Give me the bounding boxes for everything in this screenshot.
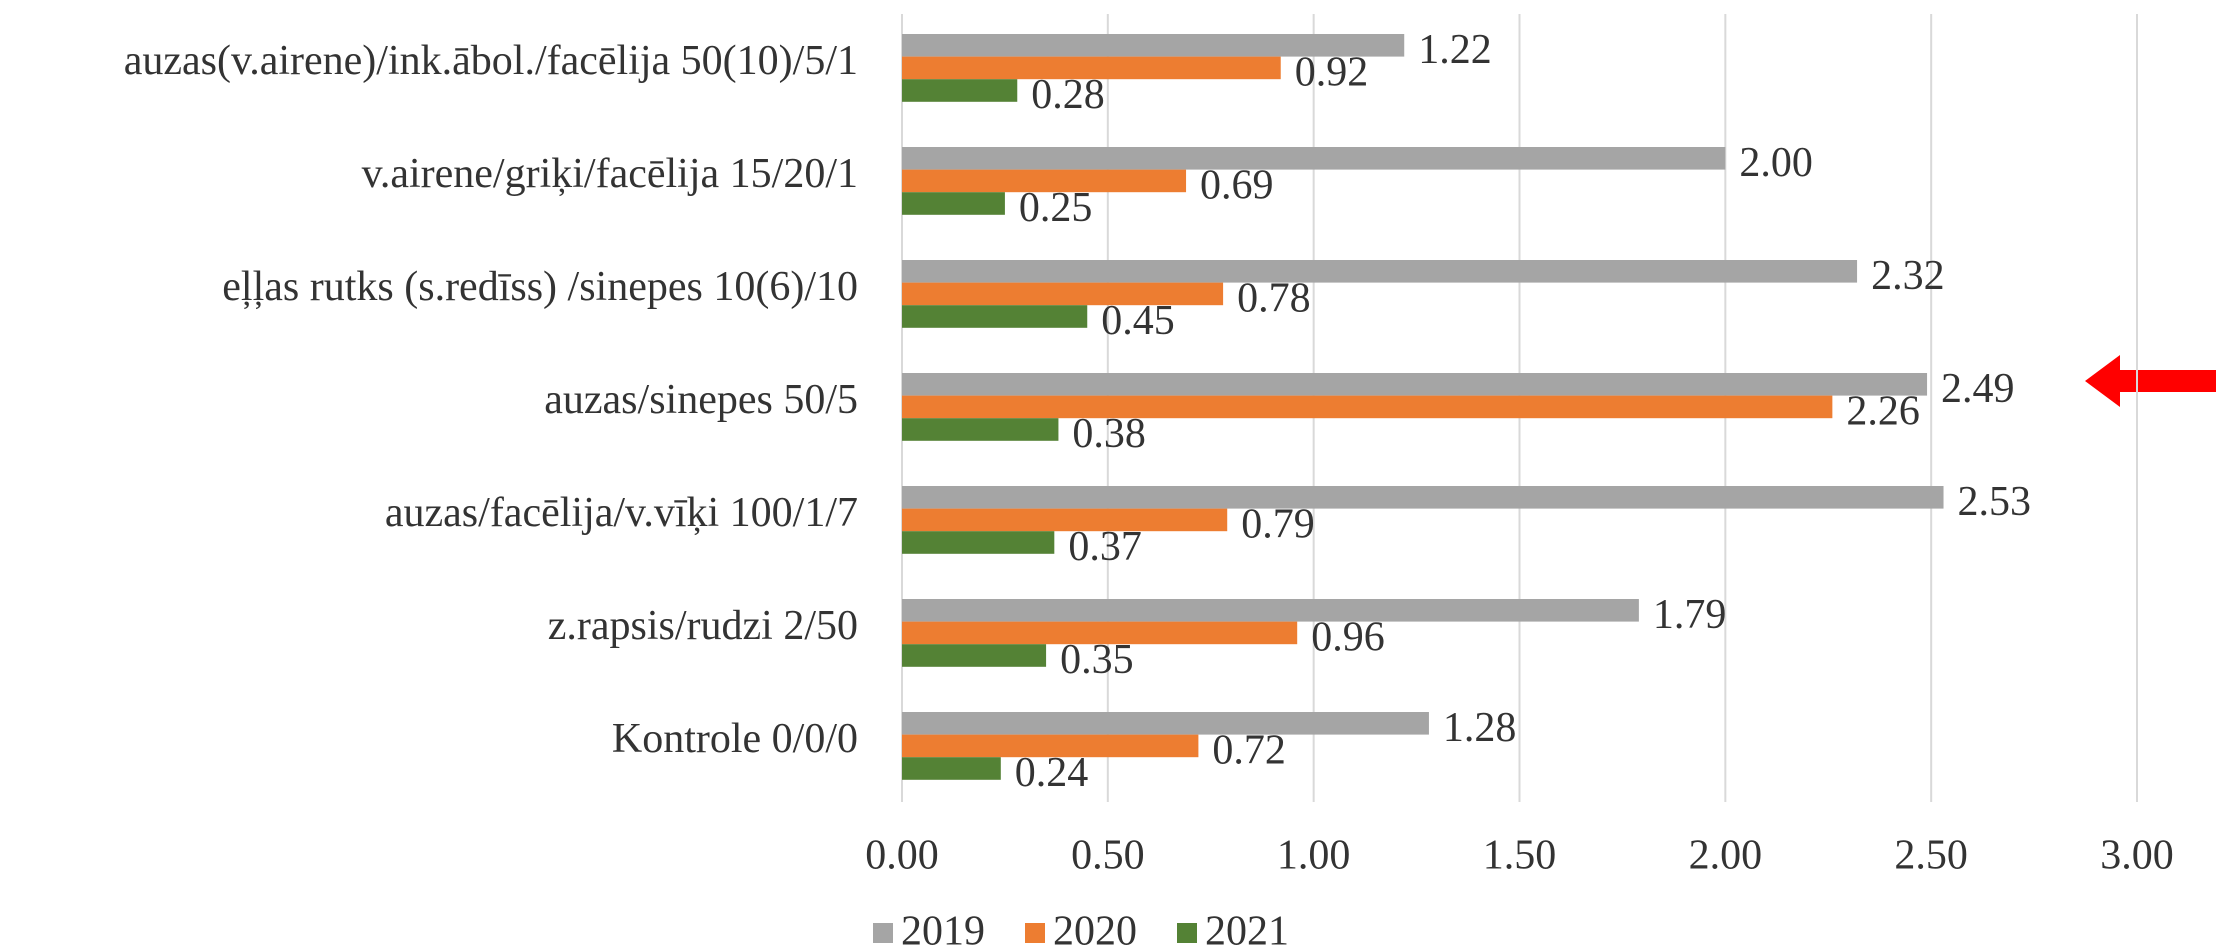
data-label: 0.28 — [1031, 72, 1105, 118]
y-tick-label: auzas/facēlija/v.vīķi 100/1/7 — [385, 490, 858, 536]
y-tick-label: auzas/sinepes 50/5 — [544, 377, 858, 423]
y-tick-label: auzas(v.airene)/ink.ābol./facēlija 50(10… — [124, 38, 858, 84]
x-tick-label: 0.50 — [1071, 833, 1145, 879]
bar — [902, 56, 1281, 80]
data-label: 1.22 — [1418, 27, 1492, 73]
bar — [902, 486, 1944, 509]
data-label: 0.38 — [1072, 411, 1146, 457]
bar — [902, 508, 1228, 532]
y-tick-label: eļļas rutks (s.redīss) /sinepes 10(6)/10 — [222, 264, 858, 310]
bar — [902, 395, 1833, 419]
legend-label: 2019 — [901, 909, 985, 952]
bar — [902, 531, 1055, 554]
data-label: 0.78 — [1237, 276, 1311, 322]
data-label: 0.92 — [1295, 50, 1369, 96]
bar — [902, 34, 1405, 57]
data-label: 2.49 — [1941, 366, 2015, 412]
bar — [902, 282, 1224, 306]
bar — [902, 373, 1928, 396]
legend-swatch — [1177, 923, 1197, 943]
data-label: 0.25 — [1019, 185, 1093, 231]
data-label: 2.00 — [1739, 140, 1813, 186]
data-label: 0.96 — [1311, 615, 1385, 661]
bar — [902, 305, 1088, 328]
data-label: 2.32 — [1871, 253, 1945, 299]
x-tick-label: 1.50 — [1483, 833, 1557, 879]
y-tick-label: Kontrole 0/0/0 — [612, 716, 858, 762]
data-label: 0.69 — [1200, 163, 1274, 209]
bar — [902, 599, 1639, 622]
data-label: 0.45 — [1101, 298, 1175, 344]
bar — [902, 712, 1429, 735]
data-label: 0.72 — [1212, 728, 1286, 774]
data-label: 2.53 — [1958, 479, 2032, 525]
x-tick-label: 3.00 — [2100, 833, 2174, 879]
x-tick-label: 2.50 — [1894, 833, 1968, 879]
bar — [902, 169, 1187, 193]
bar — [902, 621, 1298, 645]
legend-label: 2021 — [1205, 909, 1289, 952]
legend-swatch — [873, 923, 893, 943]
bar — [902, 192, 1005, 215]
y-tick-label: z.rapsis/rudzi 2/50 — [548, 603, 858, 649]
x-tick-label: 0.00 — [865, 833, 939, 879]
x-tick-label: 1.00 — [1277, 833, 1351, 879]
x-tick-label: 2.00 — [1689, 833, 1763, 879]
bar — [902, 757, 1001, 780]
data-label: 1.28 — [1443, 705, 1517, 751]
red-arrow — [2085, 355, 2216, 407]
bar — [902, 147, 1726, 170]
bar — [902, 418, 1059, 441]
data-label: 1.79 — [1653, 592, 1727, 638]
y-tick-label: v.airene/griķi/facēlija 15/20/1 — [362, 151, 858, 197]
data-label: 0.79 — [1241, 502, 1315, 548]
data-label: 2.26 — [1846, 389, 1920, 435]
bar — [902, 644, 1047, 667]
data-label: 0.35 — [1060, 637, 1134, 683]
bar — [902, 79, 1018, 102]
legend-swatch — [1025, 923, 1045, 943]
data-label: 0.24 — [1015, 750, 1089, 796]
bar — [902, 734, 1199, 758]
data-label: 0.37 — [1068, 524, 1142, 570]
bar — [902, 260, 1858, 283]
legend-label: 2020 — [1053, 909, 1137, 952]
